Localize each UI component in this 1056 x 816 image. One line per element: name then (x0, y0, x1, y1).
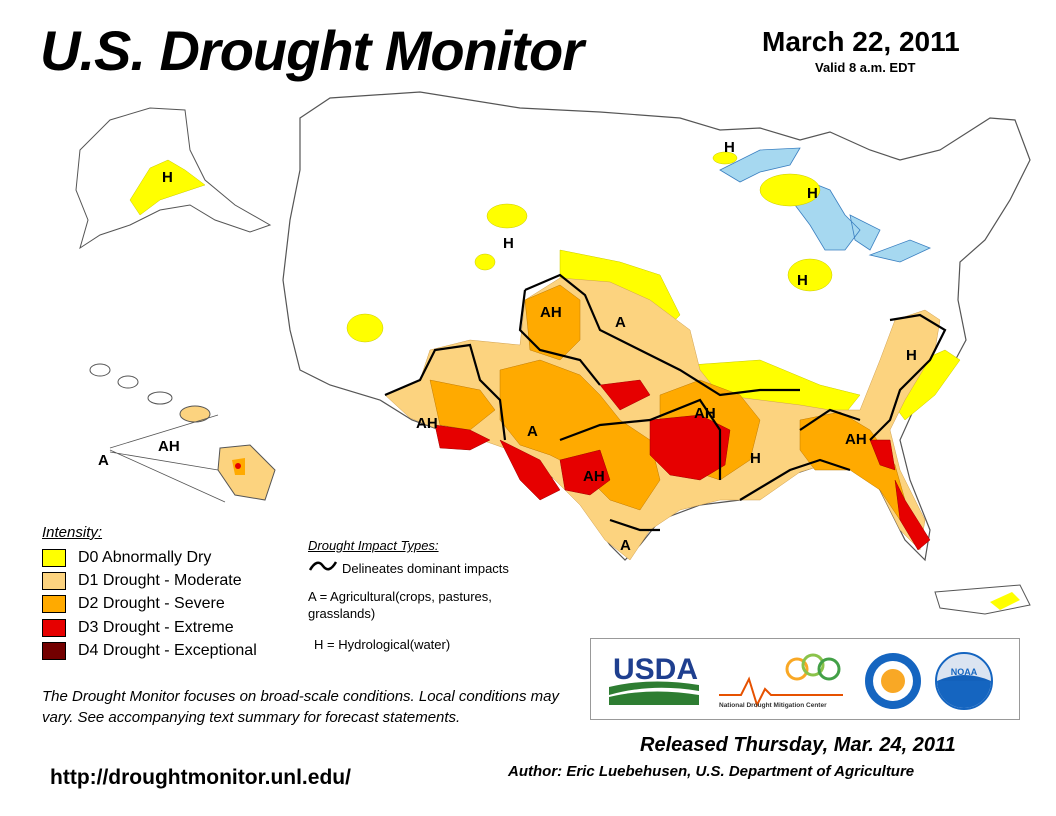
impact-boundaries (384, 273, 947, 532)
impact-delineates: Delineates dominant impacts (342, 561, 509, 576)
map-label: H (906, 347, 917, 364)
map-date: March 22, 2011 (762, 26, 960, 57)
legend-swatch (42, 642, 66, 660)
map-label: AH (845, 431, 867, 448)
legend-swatch (42, 595, 66, 613)
commerce-seal-icon (865, 653, 921, 709)
map-label: AH (694, 405, 716, 422)
map-label: H (807, 185, 818, 202)
legend-item-d1: D1 Drought - Moderate (42, 571, 242, 591)
release-date: Released Thursday, Mar. 24, 2011 (640, 734, 956, 756)
legend-item-d4: D4 Drought - Exceptional (42, 641, 257, 661)
map-label: AH (158, 438, 180, 455)
map-label: H (503, 235, 514, 252)
great-lakes (719, 147, 932, 263)
boundary-line-icon (308, 561, 338, 571)
valid-time: Valid 8 a.m. EDT (815, 60, 916, 75)
map-label: A (615, 314, 626, 331)
svg-text:USDA: USDA (613, 653, 698, 686)
legend-item-d0: D0 Abnormally Dry (42, 548, 211, 568)
legend-label: D1 Drought - Moderate (78, 572, 242, 589)
map-label: H (750, 450, 761, 467)
usda-logo: USDA (609, 653, 699, 705)
noaa-logo: NOAA (935, 652, 993, 710)
legend-swatch (42, 619, 66, 637)
impact-types-title: Drought Impact Types: (308, 538, 439, 553)
legend-swatch (42, 572, 66, 590)
logos-svg: USDA National Drought Mitigation Center … (609, 652, 993, 710)
map-label: A (527, 423, 538, 440)
map-label: AH (416, 415, 438, 432)
partner-logos: USDA National Drought Mitigation Center … (590, 638, 1020, 720)
legend-title: Intensity: (42, 524, 103, 541)
map-label: H (724, 139, 735, 156)
map-label: A (98, 452, 109, 469)
map-label: H (797, 272, 808, 289)
legend-item-d3: D3 Drought - Extreme (42, 618, 234, 638)
page-title: U.S. Drought Monitor (40, 19, 584, 82)
legend-item-d2: D2 Drought - Severe (42, 594, 225, 614)
svg-text:National Drought Mitigation Ce: National Drought Mitigation Center (719, 702, 827, 709)
ndmc-logo: National Drought Mitigation Center (719, 653, 843, 709)
website-link[interactable]: http://droughtmonitor.unl.edu/ (50, 766, 351, 789)
disclaimer-note: The Drought Monitor focuses on broad-sca… (42, 688, 559, 726)
d3-areas (434, 379, 931, 551)
impact-agricultural: A = Agricultural(crops, pastures, grassl… (308, 589, 492, 621)
author-credit: Author: Eric Luebehusen, U.S. Department… (508, 763, 915, 780)
legend-label: D2 Drought - Severe (78, 595, 225, 612)
legend-label: D4 Drought - Exceptional (78, 642, 257, 659)
legend-label: D0 Abnormally Dry (78, 549, 212, 566)
map-label: H (162, 169, 173, 186)
map-label: AH (540, 304, 562, 321)
puerto-rico (934, 584, 1031, 615)
legend-swatch (42, 549, 66, 567)
map-label: AH (583, 468, 605, 485)
map-label: A (620, 537, 631, 554)
impact-hydrological: H = Hydrological(water) (314, 637, 451, 652)
hawaii (89, 363, 276, 503)
svg-text:NOAA: NOAA (951, 667, 978, 677)
legend-label: D3 Drought - Extreme (78, 619, 234, 636)
alaska-d0 (129, 159, 206, 216)
